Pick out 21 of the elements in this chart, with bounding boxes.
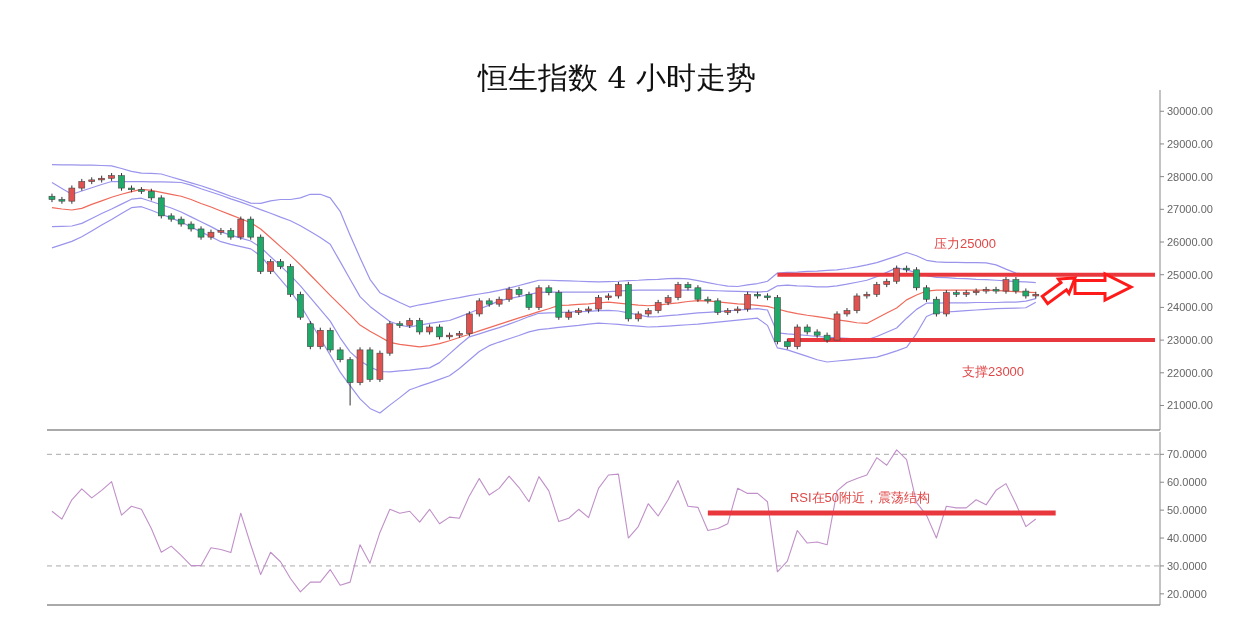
- y-tick-label: 20.0000: [1167, 587, 1207, 600]
- y-tick-label: 26000.00: [1167, 236, 1213, 249]
- y-tick-label: 25000.00: [1167, 268, 1213, 281]
- y-tick-label: 29000.00: [1167, 137, 1213, 150]
- annotation: 压力25000: [933, 236, 997, 251]
- chart-title: 恒生指数 4 小时走势: [476, 60, 757, 95]
- y-tick-label: 30.0000: [1167, 559, 1207, 572]
- y-tick-label: 24000.00: [1167, 301, 1213, 314]
- y-tick-label: 28000.00: [1167, 170, 1213, 183]
- line-series: [51, 449, 1037, 593]
- y-tick-label: 27000.00: [1167, 203, 1213, 216]
- y-tick-label: 22000.00: [1167, 366, 1213, 379]
- y-tick-label: 60.0000: [1167, 476, 1207, 489]
- y-tick-label: 50.0000: [1167, 504, 1207, 517]
- y-tick-label: 40.0000: [1167, 532, 1207, 545]
- annotation: 支撑23000: [961, 364, 1025, 379]
- y-tick-label: 30000.00: [1167, 105, 1213, 118]
- y-tick-label: 21000.00: [1167, 399, 1213, 412]
- y-tick-label: 23000.00: [1167, 334, 1213, 347]
- annotation: RSI在50附近，震荡结构: [789, 490, 931, 505]
- y-tick-label: 70.0000: [1167, 448, 1207, 461]
